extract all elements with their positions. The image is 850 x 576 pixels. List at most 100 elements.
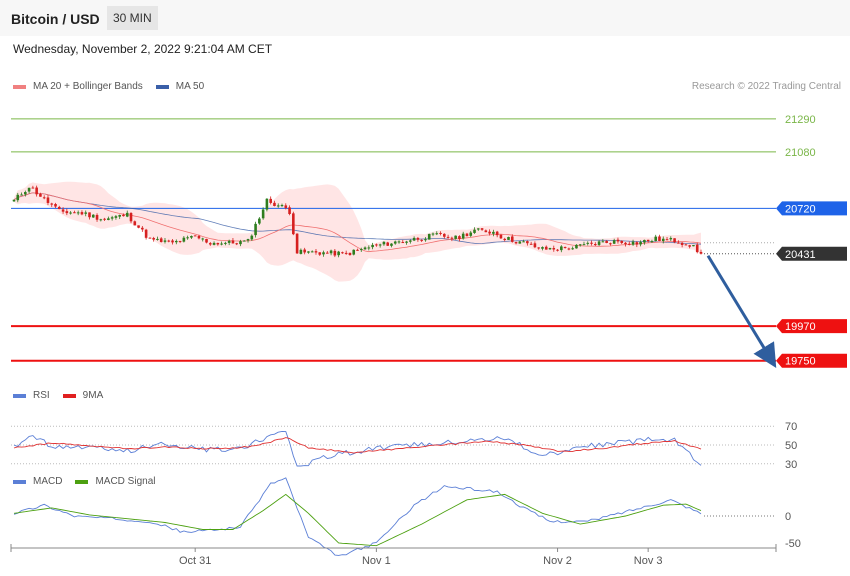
candle-body [492,231,495,234]
candle-body [650,241,654,243]
candle-body [186,237,189,239]
level-label-21080: 21080 [785,147,816,159]
last-price-tag [776,246,847,261]
macd-signal-swatch [75,479,89,484]
ma20-legend-label: MA 20 + Bollinger Bands [33,81,143,92]
rsi-tick-70: 70 [785,421,797,433]
candle-body [578,244,582,246]
candle-body [616,239,620,242]
candle-body [265,198,269,210]
candle-body [378,244,382,246]
candle-body [303,249,306,253]
candle-body [122,214,125,217]
candle-body [88,212,91,218]
candle-body [76,212,80,214]
candle-body [480,228,484,230]
rsi-9ma-line [13,437,702,454]
candle-body [261,209,265,219]
candle-body [427,233,431,240]
candle-body [224,242,227,244]
candle-body [624,242,627,245]
candle-body [586,242,590,244]
candle-body [322,252,325,255]
candle-body [495,231,499,236]
candle-body [280,205,284,207]
candle-body [510,236,514,242]
candle-body [133,221,137,226]
candle-body [246,239,250,241]
candle-body [99,219,103,221]
candle-body [431,233,435,235]
rsi-legend-label: RSI [33,390,50,401]
level-label-20720: 20720 [785,203,816,215]
projection-arrow [706,254,777,368]
candle-body [537,247,540,249]
candle-body [69,212,72,214]
interval-button[interactable]: 30 MIN [107,6,158,30]
candle-body [627,243,631,245]
level-tag-20720 [776,201,847,216]
macd-line [13,477,702,556]
candle-body [337,251,340,256]
candle-body [156,238,159,240]
candle-body [612,240,616,244]
candle-body [654,236,658,242]
candle-body [465,233,469,237]
candle-body [118,214,121,217]
candle-body [273,202,276,206]
ma50-legend-label: MA 50 [175,81,205,92]
candle-body [688,245,691,247]
candle-body [560,246,563,251]
candle-body [661,238,665,242]
candle-body [201,238,205,240]
candle-body [284,205,288,208]
candle-body [665,239,669,241]
candle-body [631,241,635,245]
candle-body [341,252,344,254]
candle-body [193,235,197,237]
candle-body [254,223,257,236]
candle-body [46,197,50,203]
candle-body [137,225,140,228]
candle-body [152,238,155,240]
candle-body [359,249,363,251]
candle-body [205,238,208,243]
candle-body [635,242,639,245]
candle-body [163,240,167,242]
candle-body [454,235,457,239]
candle-body [567,248,571,250]
candle-body [461,233,465,239]
candle-body [333,250,337,256]
level-tag-19750 [776,353,847,368]
candle-body [95,214,99,220]
candle-body [54,204,57,207]
candle-body [148,237,152,239]
macd-tick--50: -50 [785,538,801,550]
candle-body [522,241,525,243]
candle-body [401,242,405,244]
candle-body [208,243,212,245]
candle-body [575,244,578,249]
copyright-note: Research © 2022 Trading Central [691,81,841,92]
ma20-swatch [13,84,26,89]
candle-body [544,246,548,250]
macd-legend-label: MACD [33,476,63,487]
candle-body [499,234,503,239]
price-pane: 21290 21080 20720 19970 19750 20431 [11,114,847,368]
candle-body [57,206,61,210]
candle-body [212,242,216,245]
candle-body [16,194,20,201]
candle-body [669,238,673,240]
candle-body [469,232,473,236]
chart-header: Bitcoin / USD 30 MIN [0,0,850,36]
candle-body [393,241,397,244]
candle-body [503,238,507,241]
candle-body [125,212,129,217]
candle-body [242,240,246,242]
macd-signal-legend-label: MACD Signal [95,476,156,487]
candle-body [390,243,393,246]
candle-body [518,241,522,244]
candle-body [329,250,333,254]
candle-body [84,212,88,214]
